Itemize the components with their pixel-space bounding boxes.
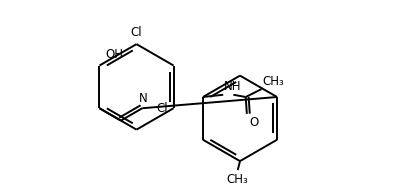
Text: CH₃: CH₃ — [263, 75, 284, 88]
Text: O: O — [249, 116, 258, 129]
Text: Cl: Cl — [131, 25, 142, 38]
Text: N: N — [139, 92, 148, 105]
Text: NH: NH — [224, 80, 242, 93]
Text: CH₃: CH₃ — [227, 173, 249, 186]
Text: OH: OH — [105, 48, 123, 61]
Text: Cl: Cl — [156, 102, 168, 115]
